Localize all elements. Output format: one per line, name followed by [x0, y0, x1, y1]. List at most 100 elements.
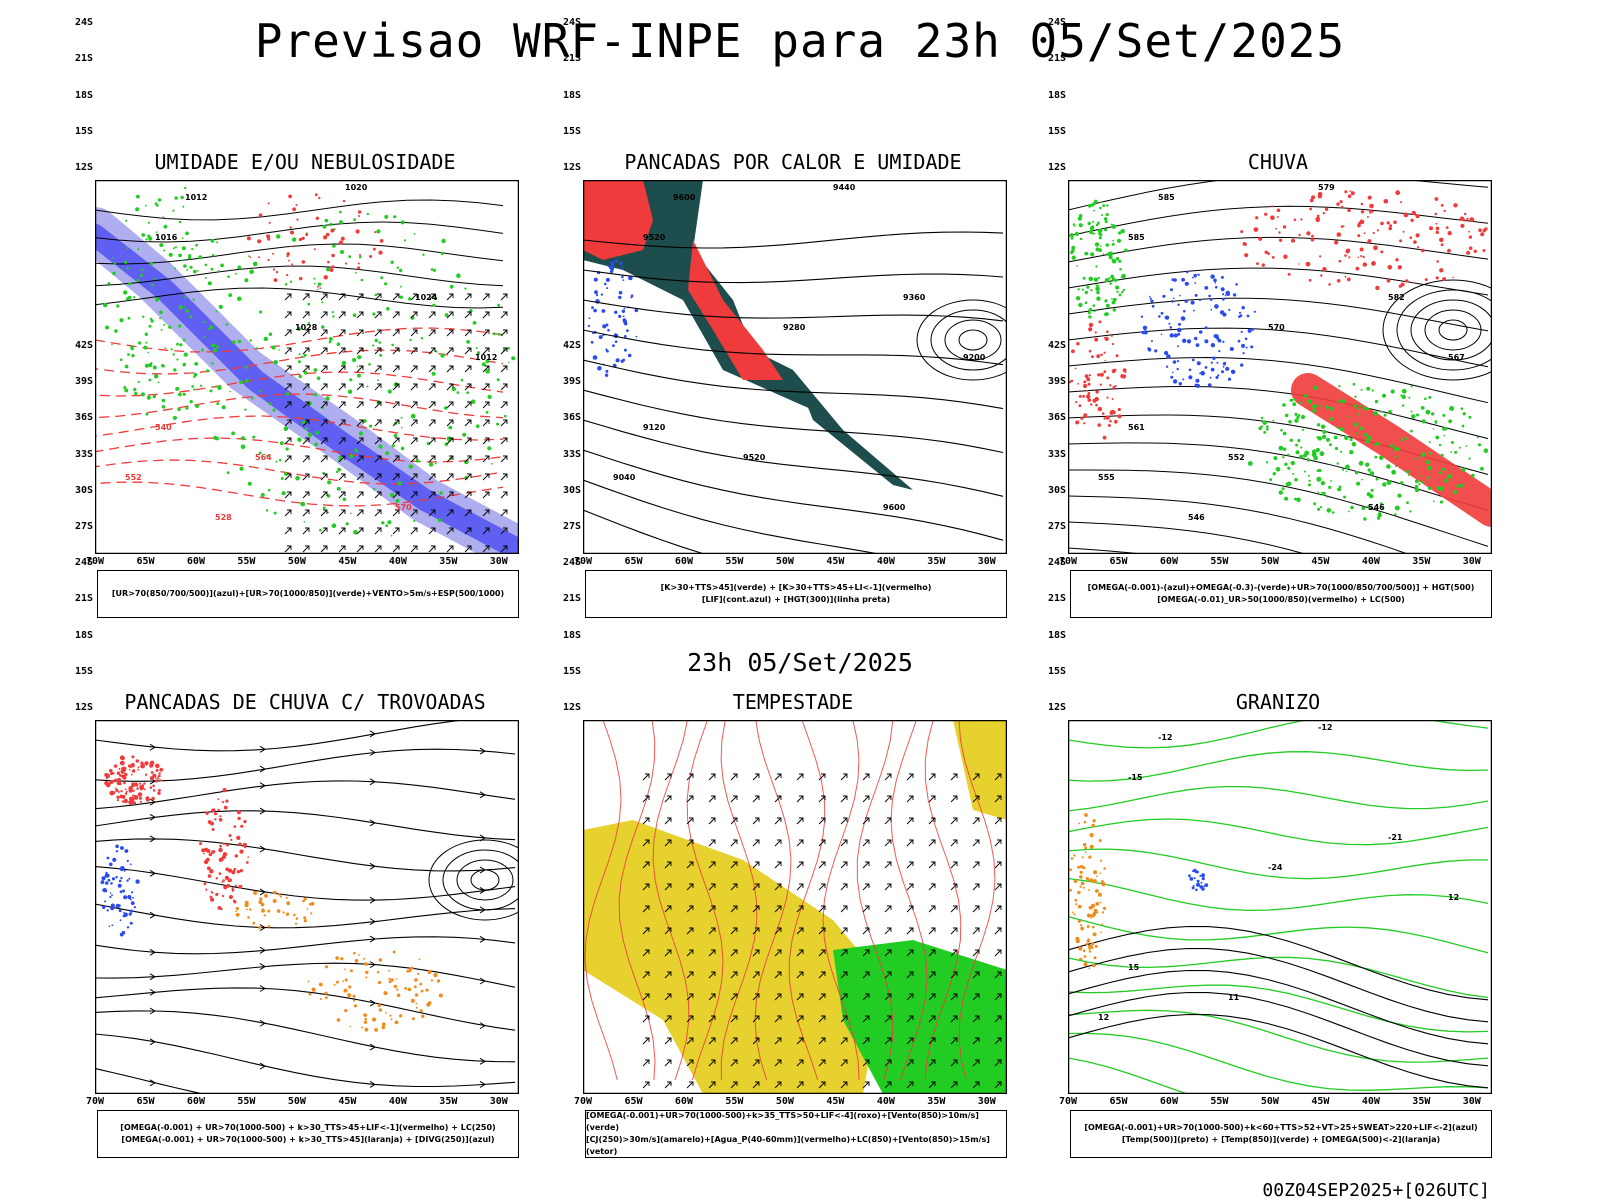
- contour-label: -15: [1128, 773, 1143, 782]
- lon-label: 60W: [674, 556, 693, 567]
- lon-label: 30W: [977, 1096, 996, 1107]
- lon-label: 55W: [725, 556, 744, 567]
- lon-label: 50W: [1260, 1096, 1279, 1107]
- lat-label: 21S: [1047, 53, 1066, 65]
- contour-label: 12: [1098, 1013, 1109, 1022]
- lat-label: 39S: [562, 376, 581, 388]
- lat-label: 30S: [562, 484, 581, 496]
- lon-label: 70W: [1058, 1096, 1078, 1107]
- lon-label: 55W: [237, 1096, 256, 1107]
- forecast-map: 9600 9520 9440 9360 9280 9200 9120 9040 9520 9600: [583, 180, 1007, 554]
- lat-label: 18S: [562, 89, 581, 101]
- lat-label: 36S: [1047, 412, 1066, 424]
- contour-label: 585: [1128, 233, 1145, 242]
- contour-label: 540: [155, 423, 172, 432]
- legend-line: [LIF](cont.azul) + [HGT(300)](linha pret…: [701, 595, 891, 604]
- legend-line: [OMEGA(-0.001) + UR>70(1000-500) + k>30_…: [120, 1123, 496, 1132]
- lon-label: 45W: [1311, 556, 1330, 567]
- legend-line: [OMEGA(-0.001)-(azul)+OMEGA(-0.3)-(verde…: [1087, 583, 1475, 592]
- contour-label: -12: [1158, 733, 1172, 742]
- contour-label: 582: [1388, 293, 1405, 302]
- lon-label: 35W: [439, 556, 458, 567]
- contour-label: 552: [1228, 453, 1245, 462]
- contour-label: 552: [125, 473, 142, 482]
- lon-label: 40W: [1361, 1096, 1380, 1107]
- lon-label: 65W: [1109, 1096, 1128, 1107]
- contour-label: 9040: [613, 473, 636, 482]
- lat-label: 21S: [562, 53, 581, 65]
- lon-label: 30W: [977, 556, 996, 567]
- contour-label: -12: [1318, 723, 1332, 732]
- panel-legend: [OMEGA(-0.001) + UR>70(1000-500) + k>30_…: [97, 1110, 519, 1158]
- contour-label: 564: [255, 453, 272, 462]
- panel-3: CHUVA 12S 15S 18S 21S 24S 27S 30S 33S 36S 39S 42S 70…: [1038, 17, 1518, 640]
- lat-label: 39S: [74, 376, 93, 388]
- panel-title: GRANIZO: [1235, 690, 1321, 714]
- lon-label: 55W: [725, 1096, 744, 1107]
- contour-label: 9600: [883, 503, 906, 512]
- lon-label: 60W: [674, 1096, 693, 1107]
- lon-label: 65W: [624, 556, 643, 567]
- lon-label: 65W: [624, 1096, 643, 1107]
- legend-line: [CJ(250)>30m/s](amarelo)+[Agua_P(40-60mm…: [586, 1135, 990, 1156]
- lat-label: 36S: [74, 412, 93, 424]
- legend-line: [OMEGA(-0.001)+UR>70(1000-500)+k>35_TTS>…: [586, 1111, 979, 1132]
- lon-label: 45W: [338, 1096, 357, 1107]
- lon-label: 70W: [573, 556, 593, 567]
- lat-label: 12S: [562, 701, 581, 713]
- lat-label: 36S: [562, 412, 581, 424]
- lon-label: 35W: [1412, 1096, 1431, 1107]
- lat-label: 12S: [74, 701, 93, 713]
- lat-label: 24S: [1047, 557, 1066, 569]
- lon-label: 60W: [186, 556, 205, 567]
- panel-legend: [OMEGA(-0.001)+UR>70(1000-500)+k>35_TTS>…: [585, 1110, 1007, 1158]
- contour-label: 579: [1318, 183, 1335, 192]
- lat-label: 12S: [1047, 701, 1066, 713]
- forecast-map: 1012 1016 1020 1024 1028 1012 540 552 564 570 528: [95, 180, 519, 554]
- contour-label: 561: [1128, 423, 1145, 432]
- lat-label: 42S: [1047, 340, 1066, 351]
- lat-label: 27S: [74, 520, 93, 532]
- panel-legend: [OMEGA(-0.001)+UR>70(1000-500)+k<60+TTS>…: [1070, 1110, 1492, 1158]
- lon-label: 50W: [1260, 556, 1279, 567]
- lat-label: 24S: [74, 557, 93, 569]
- contour-label: 1016: [155, 233, 178, 242]
- contour-label: -21: [1388, 833, 1403, 842]
- legend-line: [OMEGA(-0.001) + UR>70(1000-500) + k>30_…: [121, 1135, 495, 1144]
- lat-label: 15S: [562, 125, 581, 137]
- panel-legend: [OMEGA(-0.001)-(azul)+OMEGA(-0.3)-(verde…: [1070, 570, 1492, 618]
- lon-label: 35W: [439, 1096, 458, 1107]
- lat-label: 33S: [74, 448, 93, 460]
- lat-label: 21S: [74, 53, 93, 65]
- lat-label: 21S: [74, 593, 93, 605]
- contour-label: 9520: [743, 453, 766, 462]
- lat-label: 33S: [1047, 448, 1066, 460]
- main-title: Previsao WRF-INPE para 23h 05/Set/2025: [254, 14, 1346, 68]
- lat-label: 18S: [74, 89, 93, 101]
- lat-label: 30S: [1047, 484, 1066, 496]
- contour-label: 570: [1268, 323, 1285, 332]
- lon-label: 45W: [826, 1096, 845, 1107]
- run-info: 00Z04SEP2025+[026UTC]: [1262, 1180, 1490, 1201]
- contour-label: -24: [1268, 863, 1283, 872]
- panel-5: TEMPESTADE 12S 15S 18S 21S 24S 27S 30S 33S 36S 39S…: [553, 340, 1033, 1180]
- lon-label: 60W: [186, 1096, 205, 1107]
- contour-label: 1028: [295, 323, 318, 332]
- lat-label: 21S: [562, 593, 581, 605]
- row-time-label: 23h 05/Set/2025: [687, 648, 913, 677]
- lat-label: 15S: [562, 665, 581, 677]
- panel-title: UMIDADE E/OU NEBULOSIDADE: [154, 150, 456, 174]
- lat-label: 15S: [1047, 665, 1066, 677]
- lon-label: 55W: [1210, 556, 1229, 567]
- panel-4: PANCADAS DE CHUVA C/ TROVOADAS 12S 15S 18S 2…: [65, 340, 545, 1180]
- forecast-map: -12 -15 -12 -21 -24 12 15 12 11: [1068, 720, 1492, 1094]
- lon-label: 65W: [1109, 556, 1128, 567]
- lon-label: 60W: [1159, 1096, 1178, 1107]
- contour-label: 9120: [643, 423, 666, 432]
- lon-label: 40W: [876, 556, 895, 567]
- contour-label: 1024: [415, 293, 438, 302]
- lon-label: 60W: [1159, 556, 1178, 567]
- contour-label: 585: [1158, 193, 1175, 202]
- lon-label: 65W: [136, 556, 155, 567]
- lat-label: 15S: [74, 125, 93, 137]
